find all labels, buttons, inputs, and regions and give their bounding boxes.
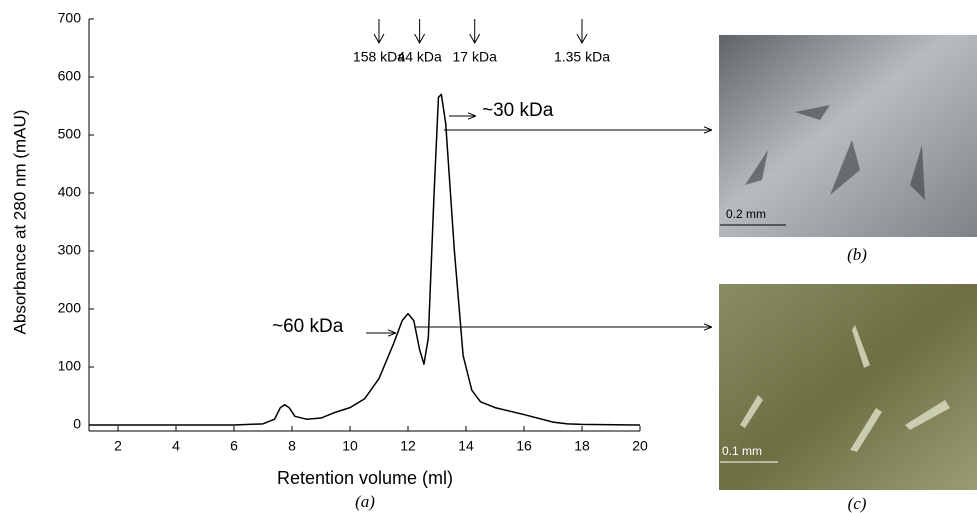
y-tick-label: 600 xyxy=(58,68,82,84)
caption: (a) xyxy=(355,492,375,511)
y-axis-title: Absorbance at 280 nm (mAU) xyxy=(10,110,29,335)
x-tick-label: 14 xyxy=(458,438,474,454)
scale-label: 0.1 mm xyxy=(722,444,762,458)
marker-arrow xyxy=(576,19,588,45)
x-axis-title: Retention volume (ml) xyxy=(277,468,453,488)
x-tick-label: 10 xyxy=(342,438,358,454)
x-tick-label: 2 xyxy=(114,438,122,454)
x-tick-label: 16 xyxy=(516,438,532,454)
x-tick-label: 6 xyxy=(230,438,238,454)
marker-label: 44 kDa xyxy=(397,49,442,65)
y-tick-label: 0 xyxy=(73,416,81,432)
x-tick-label: 4 xyxy=(172,438,180,454)
crystal-image xyxy=(719,35,977,237)
y-tick-label: 700 xyxy=(58,10,82,26)
x-tick-label: 18 xyxy=(574,438,590,454)
crystal-image xyxy=(719,284,977,490)
marker-label: 1.35 kDa xyxy=(554,49,610,65)
annotation: ~60 kDa xyxy=(272,316,344,337)
marker-label: 17 kDa xyxy=(453,49,498,65)
y-tick-label: 200 xyxy=(58,300,82,316)
y-tick-label: 300 xyxy=(58,242,82,258)
x-tick-label: 8 xyxy=(288,438,296,454)
annotation: ~30 kDa xyxy=(482,100,554,121)
marker-arrow xyxy=(469,19,481,45)
marker-label: 158 kDa xyxy=(353,49,405,65)
caption: (c) xyxy=(848,494,867,513)
x-tick-label: 20 xyxy=(632,438,648,454)
scale-label: 0.2 mm xyxy=(726,207,766,221)
marker-arrow xyxy=(373,19,385,45)
x-tick-label: 12 xyxy=(400,438,416,454)
y-tick-label: 500 xyxy=(58,126,82,142)
y-tick-label: 400 xyxy=(58,184,82,200)
y-tick-label: 100 xyxy=(58,358,82,374)
marker-arrow xyxy=(414,19,426,45)
caption: (b) xyxy=(847,245,867,264)
chromatogram-line xyxy=(89,93,641,426)
